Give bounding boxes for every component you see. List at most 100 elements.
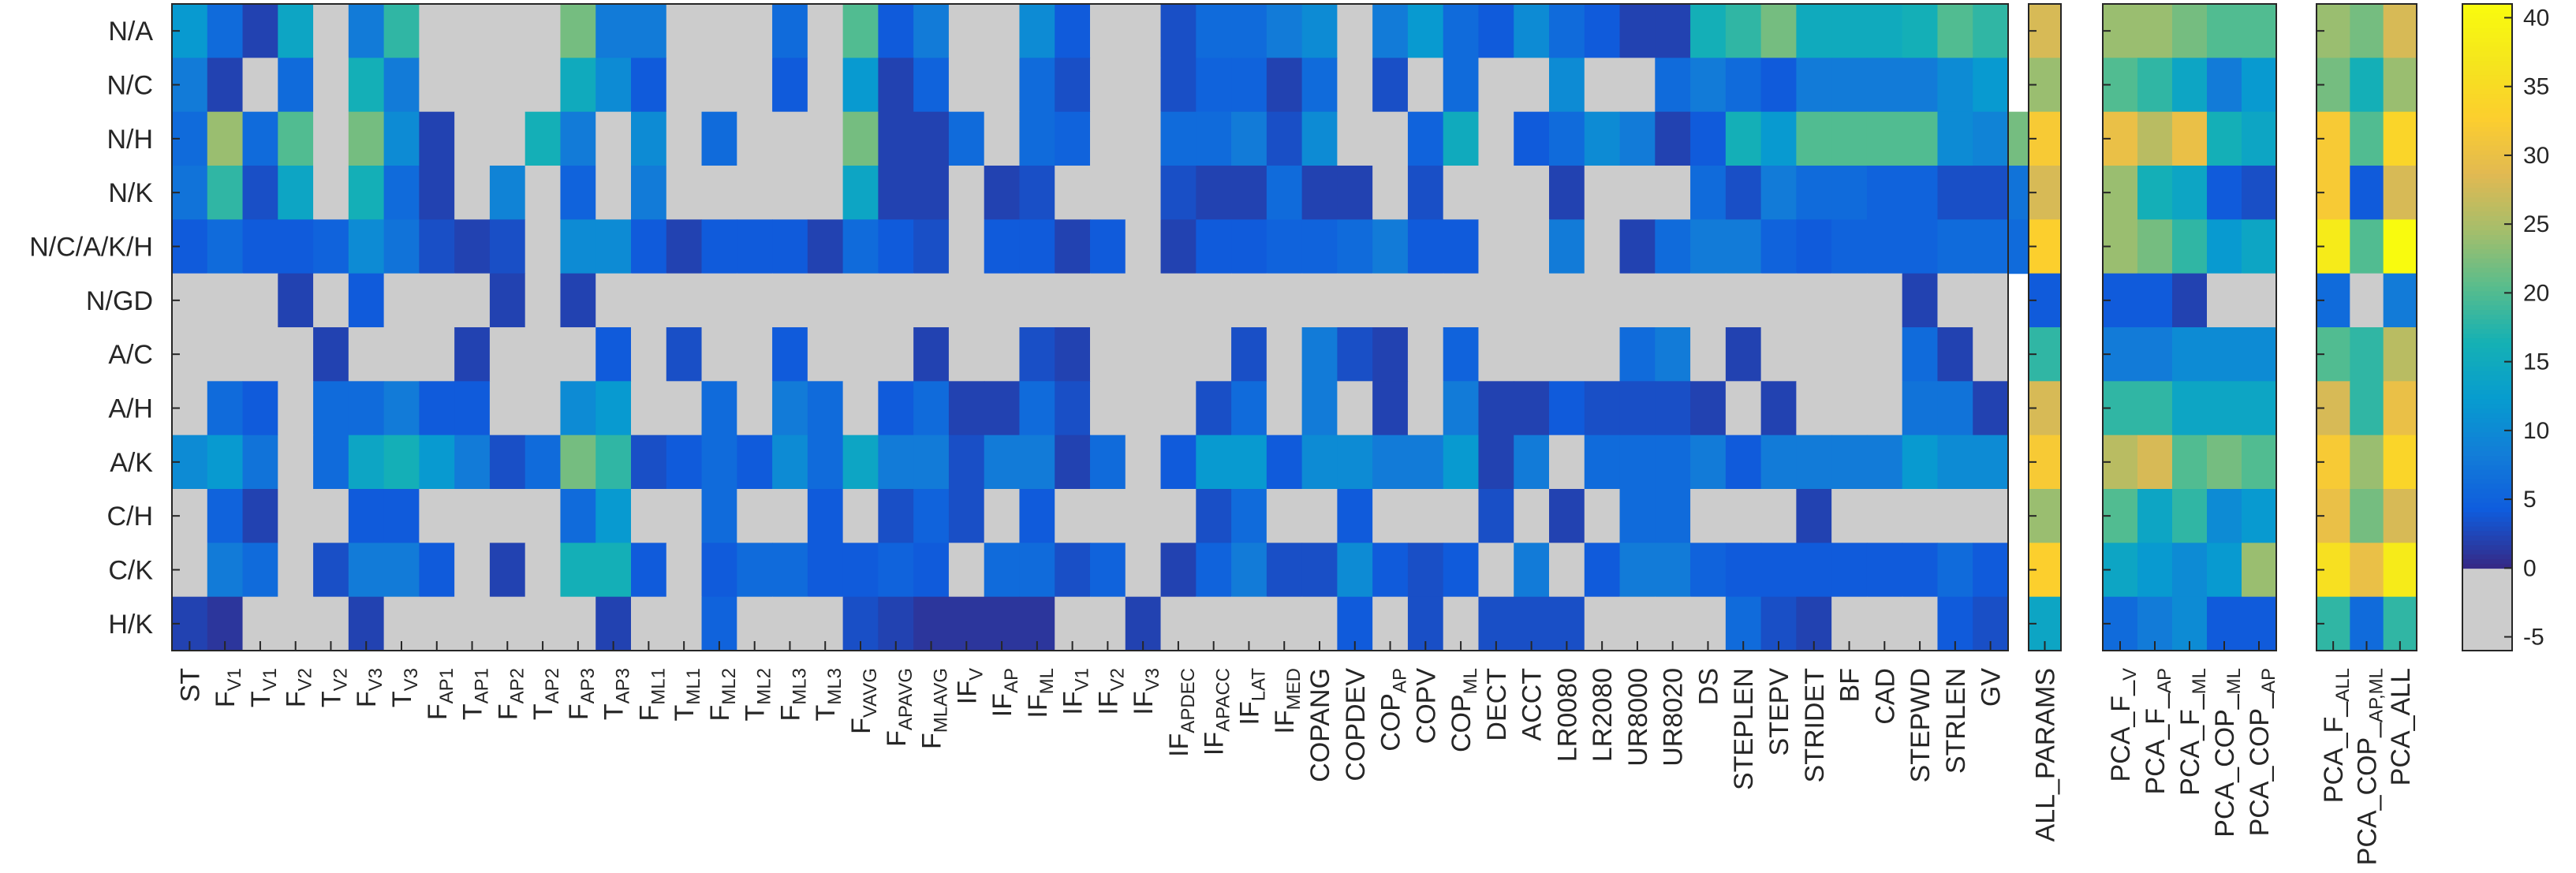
- heatmap-cell: [454, 166, 491, 220]
- heatmap-cell: [2207, 489, 2242, 543]
- heatmap-cell: [1125, 327, 1162, 382]
- colorbar-segment: [2462, 8, 2512, 14]
- column-label: PCA_COP_AP,ML: [2353, 668, 2387, 865]
- panel-frame: [171, 3, 2009, 651]
- heatmap-cell: [1019, 381, 1055, 436]
- column-label: IFLAT: [1234, 668, 1269, 726]
- heatmap-cell: [1372, 219, 1409, 274]
- heatmap-cell: [1478, 58, 1514, 113]
- colorbar-segment: [2462, 412, 2512, 419]
- heatmap-cell: [1902, 273, 1939, 328]
- heatmap-cell: [242, 111, 278, 166]
- column-label: PCA_F_ALL: [2319, 668, 2354, 803]
- heatmap-cell: [1655, 166, 1691, 220]
- heatmap-cell: [207, 543, 244, 598]
- column-label: PCA_F_V: [2106, 668, 2141, 782]
- heatmap-cell: [1090, 4, 1126, 58]
- colorbar-segment: [2462, 206, 2512, 212]
- heatmap-cell: [948, 381, 985, 436]
- heatmap-cell: [1301, 327, 1338, 382]
- heatmap-cell: [1019, 4, 1055, 58]
- heatmap-cell: [1055, 166, 1091, 220]
- heatmap-cell: [2383, 327, 2417, 382]
- column-label: PCA_COP_AP: [2245, 668, 2279, 836]
- heatmap-cell: [1196, 219, 1232, 274]
- heatmap-cell: [807, 166, 844, 220]
- heatmap-cell: [419, 111, 455, 166]
- heatmap-cell: [1796, 111, 1832, 166]
- heatmap-cell: [1090, 381, 1126, 436]
- heatmap-cell: [1866, 4, 1903, 58]
- heatmap-cell: [1514, 327, 1550, 382]
- heatmap-cell: [1831, 327, 1868, 382]
- heatmap-cell: [348, 381, 385, 436]
- heatmap-cell: [2172, 111, 2208, 166]
- heatmap-cell: [1902, 4, 1939, 58]
- heatmap-cell: [1266, 166, 1303, 220]
- heatmap-cell: [1514, 4, 1550, 58]
- heatmap-cell: [242, 4, 278, 58]
- heatmap-cell: [1619, 543, 1656, 598]
- column-label: COPAP: [1376, 668, 1411, 752]
- heatmap-cell: [419, 381, 455, 436]
- heatmap-cell: [1725, 543, 1762, 598]
- heatmap-cell: [1160, 58, 1197, 113]
- heatmap-cell: [560, 219, 596, 274]
- heatmap-cell: [737, 381, 773, 436]
- heatmap-cell: [2172, 327, 2208, 382]
- heatmap-cell: [2172, 381, 2208, 436]
- heatmap-cell: [1655, 58, 1691, 113]
- heatmap-cell: [666, 273, 703, 328]
- heatmap-cell: [948, 219, 985, 274]
- heatmap-cell: [383, 4, 420, 58]
- heatmap-cell: [913, 327, 950, 382]
- column-label: COPANG: [1305, 668, 1335, 782]
- heatmap-cell: [1655, 4, 1691, 58]
- heatmap-cell: [842, 489, 879, 543]
- heatmap-cell: [1760, 543, 1797, 598]
- heatmap-cell: [1514, 489, 1550, 543]
- colorbar-segment: [2462, 483, 2512, 489]
- heatmap-cell: [1796, 58, 1832, 113]
- heatmap-cell: [525, 327, 562, 382]
- heatmap-cell: [1725, 381, 1762, 436]
- heatmap-cell: [1655, 219, 1691, 274]
- heatmap-cell: [419, 166, 455, 220]
- column-label: FML1: [634, 668, 669, 721]
- colorbar-segment: [2462, 107, 2512, 113]
- heatmap-cell: [242, 273, 278, 328]
- heatmap-cell: [1478, 489, 1514, 543]
- colorbar-segment: [2462, 112, 2512, 118]
- heatmap-cell: [278, 219, 314, 274]
- heatmap-cell: [1090, 273, 1126, 328]
- heatmap-cell: [1725, 111, 1762, 166]
- heatmap-cell: [1196, 273, 1232, 328]
- heatmap-cell: [1725, 166, 1762, 220]
- heatmap-cell: [383, 435, 420, 490]
- heatmap-cell: [242, 327, 278, 382]
- heatmap-cell: [489, 111, 526, 166]
- colorbar-segment: [2462, 520, 2512, 527]
- heatmap-cell: [2350, 111, 2384, 166]
- heatmap-cell: [2172, 543, 2208, 598]
- heatmap-cell: [1478, 166, 1514, 220]
- heatmap-cell: [1902, 381, 1939, 436]
- column-label: TV1: [246, 668, 281, 707]
- heatmap-cell: [207, 435, 244, 490]
- colorbar-segment: [2462, 74, 2512, 80]
- heatmap-cell: [1902, 327, 1939, 382]
- heatmap-cell: [2383, 219, 2417, 274]
- colorbar-segment: [2462, 46, 2512, 52]
- heatmap-cell: [1796, 273, 1832, 328]
- heatmap-cell: [525, 58, 562, 113]
- colorbar-segment: [2462, 117, 2512, 122]
- colorbar-segment: [2462, 356, 2512, 362]
- heatmap-cell: [1973, 435, 2009, 490]
- colorbar-segment: [2462, 65, 2512, 71]
- heatmap-cell: [454, 435, 491, 490]
- heatmap-cell: [701, 489, 737, 543]
- heatmap-cell: [1125, 111, 1162, 166]
- heatmap-cell: [1407, 166, 1444, 220]
